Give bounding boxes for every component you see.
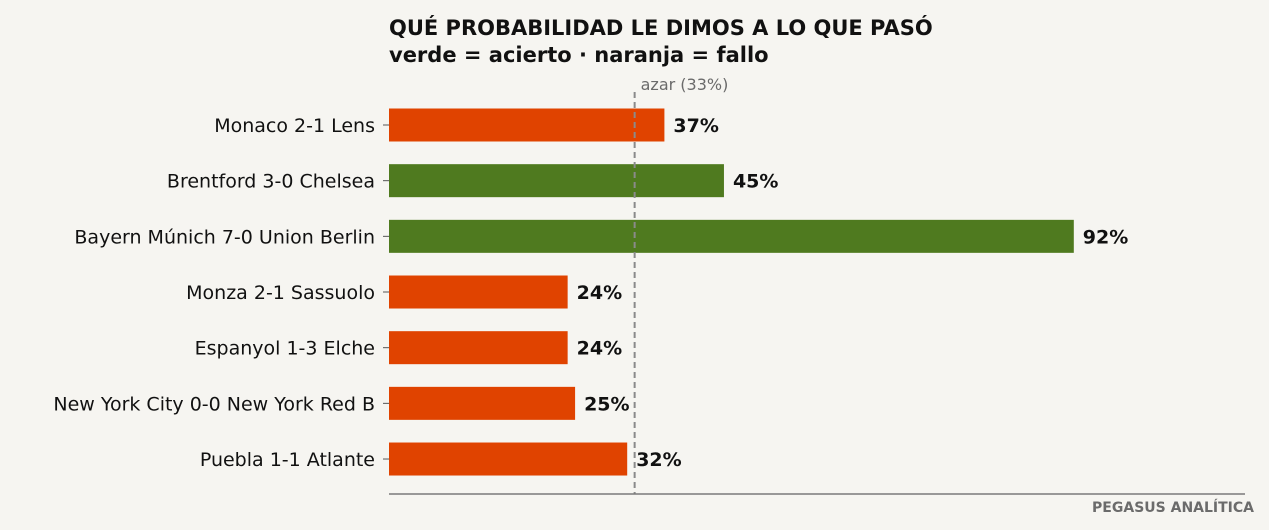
chart-title: QUÉ PROBABILIDAD LE DIMOS A LO QUE PASÓ [389,15,933,40]
credit-label: PEGASUS ANALÍTICA [1092,499,1254,516]
reference-layer: azar (33%) [633,75,729,494]
value-label: 92% [1083,226,1128,248]
bar [389,164,724,198]
bar [389,442,628,476]
bar [389,331,568,365]
bar [389,108,665,142]
value-label: 24% [577,338,622,360]
chart-subtitle: verde = acierto · naranja = fallo [389,43,769,67]
category-label: Monaco 2-1 Lens [214,115,375,137]
category-label: Puebla 1-1 Atlante [200,449,375,471]
bars-layer: Monaco 2-1 Lens 37% Brentford 3-0 Chelsea 4… [53,108,1128,476]
bar [389,219,1074,253]
bar [389,386,576,420]
value-label: 37% [673,115,718,137]
bar [389,275,568,309]
category-label: Espanyol 1-3 Elche [195,338,375,360]
value-label: 32% [636,449,681,471]
value-label: 25% [584,393,629,415]
value-label: 45% [733,171,778,193]
value-label: 24% [577,282,622,304]
category-label: Brentford 3-0 Chelsea [167,171,375,193]
category-label: Bayern Múnich 7-0 Union Berlin [74,226,375,248]
reference-line-label: azar (33%) [641,75,729,94]
category-label: New York City 0-0 New York Red B [53,393,375,415]
category-label: Monza 2-1 Sassuolo [186,282,375,304]
